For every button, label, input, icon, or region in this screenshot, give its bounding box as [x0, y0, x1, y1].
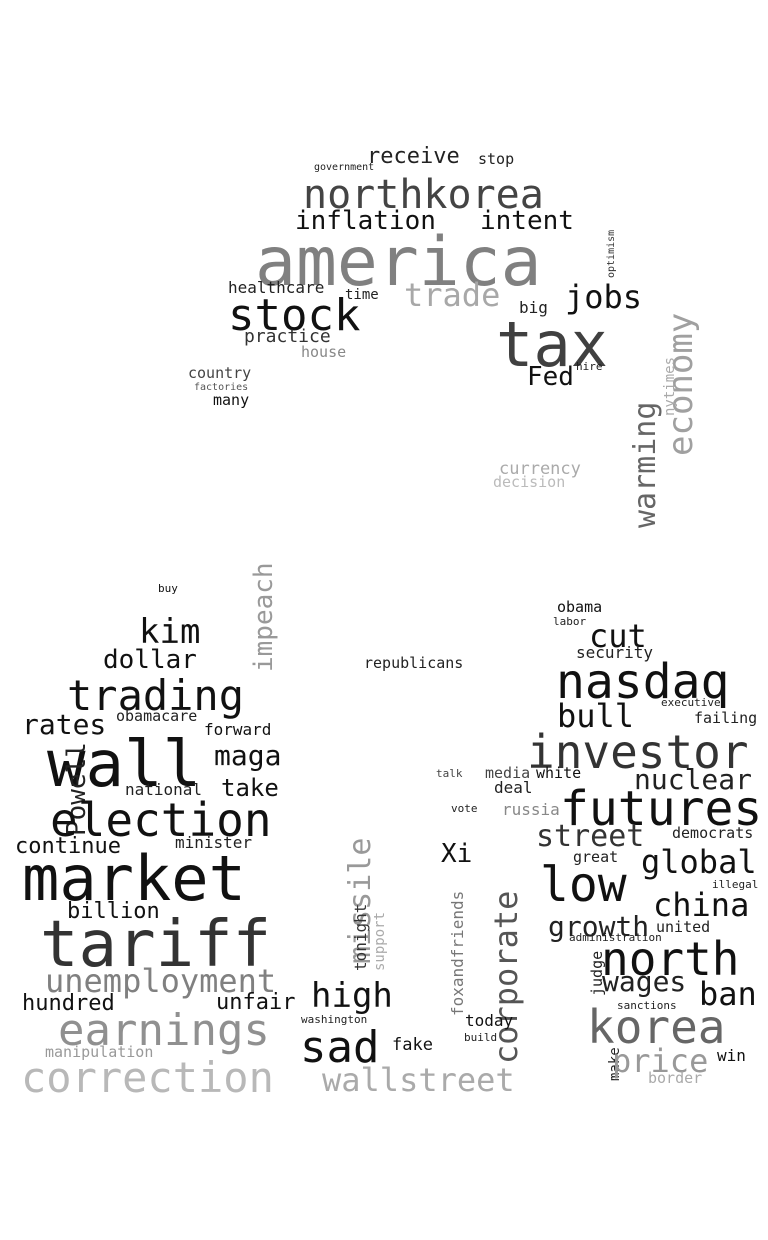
cloud-word: growth: [548, 910, 650, 944]
cloud-word: high: [311, 976, 393, 1017]
cloud-word: obamacare: [116, 707, 198, 726]
cloud-word: washington: [301, 1013, 368, 1027]
cloud-word: inflation: [295, 205, 436, 236]
cloud-word: tariff: [40, 908, 272, 983]
cloud-word: many: [213, 391, 250, 410]
cloud-word: great: [573, 848, 619, 867]
cloud-word: maga: [214, 739, 282, 773]
cloud-word: ban: [699, 975, 757, 1014]
cloud-word: obama: [557, 598, 603, 617]
cloud-word: forward: [204, 719, 272, 739]
cloud-word: global: [641, 843, 757, 882]
cloud-word: republicans: [364, 654, 464, 673]
cloud-word: Fed: [527, 361, 574, 392]
cloud-word: talk: [436, 767, 463, 781]
cloud-word: trade: [404, 276, 501, 315]
cloud-word: billion: [67, 898, 160, 924]
cloud-word: optimism: [605, 229, 617, 278]
cloud-word: stock: [228, 289, 361, 341]
cloud-word: healthcare: [228, 277, 325, 297]
cloud-word: hire: [576, 360, 603, 374]
cloud-word: russia: [502, 799, 560, 819]
cloud-word: earnings: [58, 1004, 270, 1056]
cloud-word: wall: [47, 728, 202, 803]
cloud-word: executive: [661, 696, 721, 710]
cloud-word: support: [371, 911, 388, 971]
cloud-word: sad: [300, 1021, 380, 1073]
cloud-word: wallstreet: [322, 1061, 515, 1100]
cloud-word: border: [648, 1069, 703, 1088]
cloud-word: kim: [139, 612, 201, 653]
cloud-word: white: [536, 764, 582, 783]
cloud-word: united: [656, 918, 711, 937]
cloud-word: fake: [392, 1034, 433, 1055]
cloud-word: tonight: [351, 903, 370, 971]
cloud-word: practice: [244, 325, 331, 347]
cloud-word: rates: [22, 708, 107, 742]
cloud-word: country: [188, 364, 252, 383]
cloud-word: government: [314, 162, 375, 174]
cloud-word: stop: [478, 150, 515, 169]
cloud-word: north: [601, 932, 740, 987]
cloud-word: national: [125, 779, 203, 799]
cloud-word: democrats: [672, 824, 754, 843]
cloud-word: bull: [557, 697, 635, 736]
cloud-word: america: [255, 222, 542, 302]
cloud-word: administration: [569, 931, 662, 945]
cloud-word: minister: [175, 832, 253, 852]
cloud-word: warming: [627, 401, 663, 528]
cloud-word: nuclear: [634, 763, 753, 797]
cloud-word: receive: [367, 143, 460, 169]
cloud-word: hundred: [22, 990, 115, 1016]
cloud-word: manipulation: [45, 1043, 154, 1062]
cloud-word: media: [485, 764, 531, 783]
cloud-word: cut: [589, 617, 647, 656]
cloud-word: street: [536, 818, 645, 854]
cloud-word: intent: [480, 205, 574, 236]
cloud-word: china: [653, 886, 750, 925]
cloud-word: investor: [527, 725, 749, 780]
cloud-word: take: [221, 774, 279, 803]
cloud-word: futures: [560, 780, 763, 837]
cloud-word: Xi: [441, 838, 473, 869]
cloud-word: unemployment: [45, 962, 277, 1001]
cloud-word: illegal: [712, 878, 759, 892]
cloud-word: today: [465, 1010, 514, 1030]
cloud-word: dollar: [103, 644, 197, 675]
cloud-word: time: [345, 287, 379, 304]
cloud-word: election: [50, 793, 272, 848]
cloud-word: factories: [194, 382, 249, 394]
cloud-word: continue: [15, 833, 121, 859]
cloud-word: trading: [67, 671, 245, 721]
cloud-word: price: [612, 1042, 709, 1081]
cloud-word: korea: [587, 1000, 726, 1055]
cloud-word: correction: [21, 1053, 274, 1103]
cloud-word: nytimes: [661, 356, 678, 416]
cloud-word: wages: [602, 965, 687, 999]
cloud-word: buy: [158, 582, 178, 596]
cloud-word: sanctions: [617, 999, 677, 1013]
cloud-word: security: [576, 642, 654, 662]
cloud-word: jobs: [565, 278, 643, 317]
cloud-word: deal: [494, 777, 533, 797]
cloud-word: nasdaq: [556, 653, 730, 710]
cloud-word: impeach: [248, 562, 279, 672]
cloud-word: unfair: [216, 989, 296, 1015]
cloud-word: low: [540, 856, 627, 913]
cloud-word: tax: [496, 307, 608, 381]
cloud-word: failing: [694, 709, 758, 728]
cloud-word: foxandfriends: [448, 890, 467, 1016]
cloud-word: big: [519, 297, 548, 317]
cloud-word: build: [464, 1031, 498, 1045]
cloud-word: vote: [451, 802, 478, 816]
cloud-word: currency: [499, 458, 581, 479]
cloud-word: northkorea: [303, 171, 544, 218]
cloud-word: house: [301, 343, 347, 362]
cloud-word: labor: [553, 615, 587, 629]
cloud-word: decision: [493, 473, 566, 492]
cloud-word: win: [717, 1045, 746, 1065]
cloud-word: market: [22, 841, 246, 915]
